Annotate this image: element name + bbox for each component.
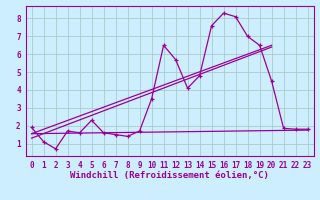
X-axis label: Windchill (Refroidissement éolien,°C): Windchill (Refroidissement éolien,°C) <box>70 171 269 180</box>
